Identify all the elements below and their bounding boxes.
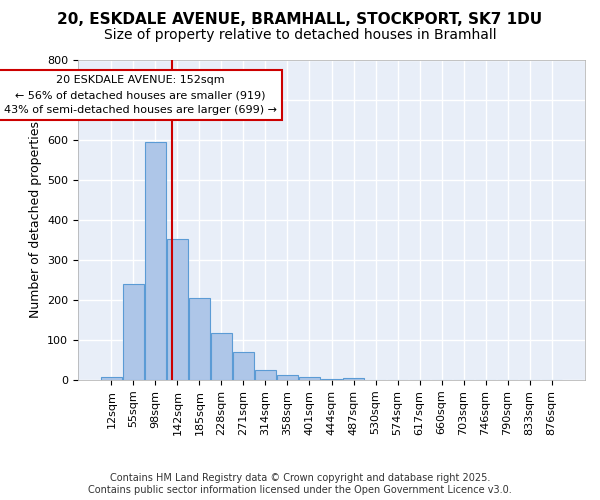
Bar [299,377,320,380]
Bar [343,378,364,380]
Bar [233,352,254,380]
Y-axis label: Number of detached properties: Number of detached properties [29,122,41,318]
Text: 20, ESKDALE AVENUE, BRAMHALL, STOCKPORT, SK7 1DU: 20, ESKDALE AVENUE, BRAMHALL, STOCKPORT,… [58,12,542,28]
Bar [211,333,232,380]
Text: Contains HM Land Registry data © Crown copyright and database right 2025.
Contai: Contains HM Land Registry data © Crown c… [88,474,512,495]
Bar [277,375,298,380]
Bar [101,377,122,380]
Bar [189,298,210,380]
Bar [145,142,166,380]
Bar [167,239,188,380]
Text: Size of property relative to detached houses in Bramhall: Size of property relative to detached ho… [104,28,496,42]
Bar [255,370,276,380]
Bar [321,379,342,380]
Text: 20 ESKDALE AVENUE: 152sqm
← 56% of detached houses are smaller (919)
43% of semi: 20 ESKDALE AVENUE: 152sqm ← 56% of detac… [4,75,277,115]
Bar [123,284,144,380]
